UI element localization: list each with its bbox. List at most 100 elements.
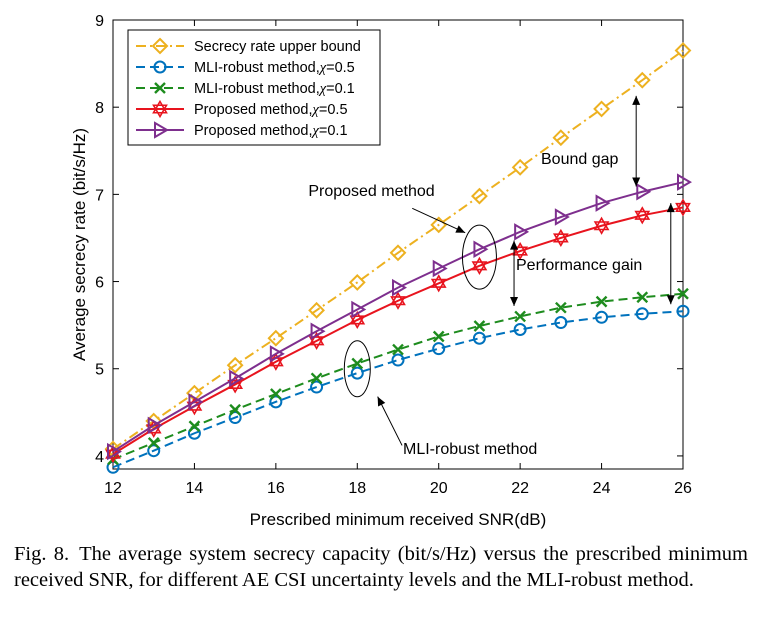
series-line [112,49,684,450]
y-tick-label: 5 [95,362,104,379]
figure-caption-label: Fig. 8. [14,543,70,565]
legend-chi-symbol: χ [318,81,327,97]
data-point [676,304,690,318]
legend-marker [152,99,168,119]
series-5 [107,173,692,461]
data-point [471,256,488,275]
data-point [147,416,163,435]
data-point [349,310,366,330]
data-point [392,278,407,297]
x-tick-label: 12 [104,480,122,497]
data-point [351,357,364,370]
data-point [392,343,404,356]
mli-arrow-head [377,396,386,407]
x-axis-label: Prescribed minimum received SNR(dB) [250,510,547,529]
data-point [107,442,122,461]
legend-label: Proposed method,χ=0.1 [194,123,348,139]
data-point [473,320,486,332]
y-tick-label: 4 [95,449,104,466]
data-point [593,100,610,118]
mli-arrow-line [377,396,403,446]
annotation-bound-gap: Bound gap [541,151,619,168]
data-point [350,366,364,380]
data-point [554,316,568,330]
legend-label: MLI-robust method,χ=0.5 [194,60,355,76]
data-point [552,228,569,248]
data-point [511,158,529,176]
series-line [112,181,684,453]
data-point [269,345,285,363]
legend-chi-value: =0.1 [326,81,355,97]
annotation-performance-gain: Performance gain [516,257,642,274]
data-point [351,300,367,319]
proposed-ellipse [461,224,497,290]
data-point [147,436,160,449]
data-point [675,198,691,217]
series-2 [106,304,690,474]
legend-item: Proposed method,χ=0.5 [136,99,348,119]
series-3 [107,287,689,466]
figure-caption-text: The average system secrecy capacity (bit… [14,543,748,591]
legend-item: Secrecy rate upper bound [136,37,361,55]
legend-label: MLI-robust method,χ=0.1 [194,81,355,97]
data-point [552,129,570,147]
legend-chi-symbol: χ [318,60,327,76]
series-line [112,206,684,456]
y-tick-label: 6 [95,275,104,292]
legend-marker [154,82,166,94]
data-point [473,240,489,259]
x-tick-label: 26 [674,480,692,497]
performance-gain-arrow-head-start [510,296,519,306]
legend-item: MLI-robust method,χ=0.1 [136,81,355,97]
legend-label: Secrecy rate upper bound [194,39,361,55]
data-point [226,356,244,374]
y-tick-label: 9 [95,13,104,30]
data-point [390,291,406,310]
data-point [432,259,448,278]
data-point [554,208,570,226]
data-point [267,329,285,347]
data-point [555,301,567,314]
data-point [514,223,530,241]
data-point [471,187,488,205]
legend-chi-value: =0.5 [319,102,348,118]
data-point [228,411,242,425]
performance-gain-arrow-right-head [666,203,675,213]
annotation-proposed: Proposed method [308,183,434,200]
data-point [635,307,649,321]
data-point [229,369,245,388]
data-point [310,372,323,385]
data-point [308,301,325,319]
data-point [674,42,692,59]
x-tick-label: 20 [430,480,448,497]
legend-chi-value: =0.1 [319,123,348,139]
x-tick-label: 24 [593,480,611,497]
series-line [112,310,684,469]
proposed-arrow-head [455,225,466,233]
x-tick-label: 16 [267,480,285,497]
data-point [188,393,204,411]
figure-caption: Fig. 8. The average system secrecy capaci… [14,541,748,593]
legend-marker [151,37,169,55]
data-point [432,342,446,356]
data-point [595,310,609,324]
annotation-mli: MLI-robust method [403,441,537,458]
data-point [310,322,326,340]
data-point [677,173,692,191]
x-tick-label: 14 [186,480,204,497]
data-point [595,295,608,308]
data-point [391,353,405,367]
legend-item: MLI-robust method,χ=0.5 [136,60,355,76]
data-point [636,183,652,201]
data-point [513,323,527,337]
y-tick-label: 7 [95,187,104,204]
data-point [389,244,407,262]
bound-gap-arrow-head [632,95,641,105]
data-point [472,331,486,345]
data-point [430,274,447,293]
series-line [112,292,684,461]
data-point [348,274,366,291]
legend-chi-value: =0.5 [326,60,355,76]
data-point [229,403,241,416]
